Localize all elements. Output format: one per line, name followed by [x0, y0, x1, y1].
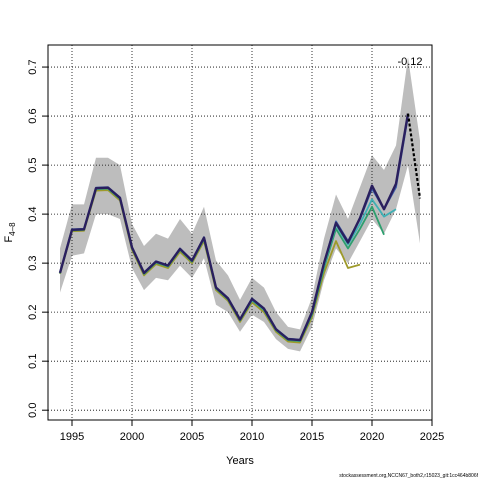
y-axis-label-subscript: 4–8	[8, 222, 17, 236]
x-axis: 1995 2000 2005 2010 2015 2020 2025	[60, 420, 444, 443]
plot-frame	[47, 44, 433, 421]
x-tick-label: 2000	[120, 431, 144, 443]
x-tick-label: 1995	[60, 431, 84, 443]
y-tick-label: 0.0	[27, 403, 39, 418]
series-line-5	[58, 113, 410, 342]
y-tick-label: 0.1	[27, 354, 39, 369]
y-axis: 0.0 0.1 0.2 0.3 0.4 0.5 0.6 0.7	[27, 59, 48, 418]
y-tick-label: 0.5	[27, 157, 39, 172]
last-year-annotation: -0.12	[397, 56, 422, 68]
confidence-band-layer	[60, 57, 420, 352]
series-layer	[58, 113, 422, 344]
y-tick-label: 0.6	[27, 108, 39, 123]
confidence-band	[60, 57, 420, 352]
x-tick-label: 2020	[360, 431, 384, 443]
y-axis-label-main: F	[3, 236, 15, 243]
x-tick-label: 2015	[300, 431, 324, 443]
x-axis-label: Years	[226, 455, 254, 467]
x-tick-label: 2025	[420, 431, 444, 443]
y-tick-label: 0.3	[27, 255, 39, 270]
x-tick-label: 2005	[180, 431, 204, 443]
y-tick-label: 0.7	[27, 59, 39, 74]
grid-layer	[48, 45, 433, 420]
y-axis-label: F4–8	[3, 222, 17, 243]
series-line-6	[406, 113, 422, 199]
y-tick-label: 0.4	[27, 206, 39, 221]
x-tick-label: 2010	[240, 431, 264, 443]
footer-source: stockassessment.org,NCCN67_both2,r15023_…	[339, 473, 478, 479]
y-tick-label: 0.2	[27, 305, 39, 320]
